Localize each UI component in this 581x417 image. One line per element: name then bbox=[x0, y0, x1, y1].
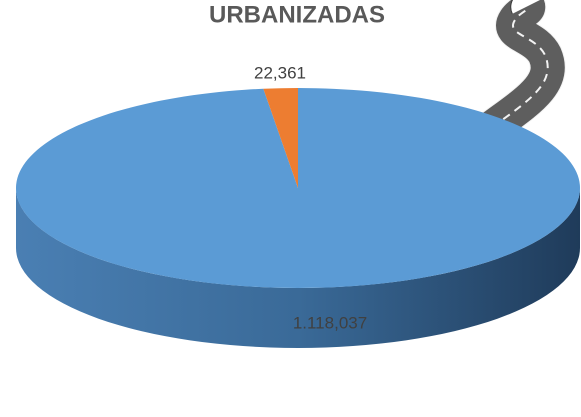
chart-title: URBANIZADAS bbox=[209, 1, 385, 28]
data-label: 1.118,037 bbox=[293, 313, 367, 332]
data-label: 22,361 bbox=[254, 63, 306, 82]
chart: URBANIZADAS 1.118,037 22,361 bbox=[0, 0, 581, 417]
